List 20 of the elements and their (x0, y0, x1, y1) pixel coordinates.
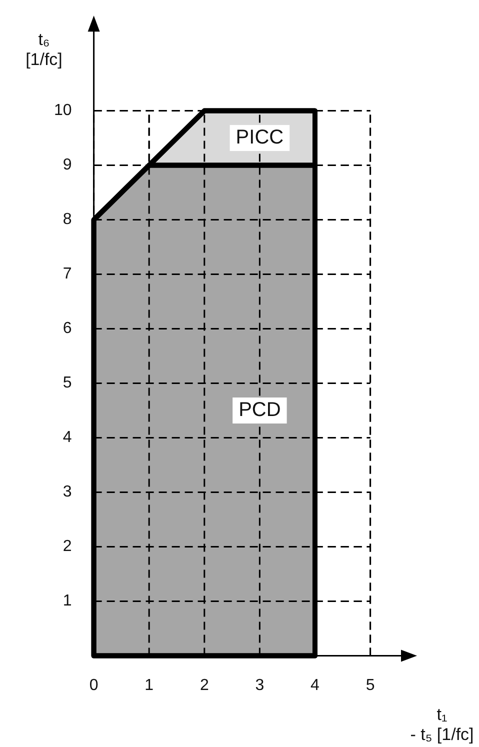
series-label: PCD (238, 399, 281, 422)
y-tick-label: 10 (54, 102, 72, 120)
y-tick-label: 7 (62, 266, 72, 283)
x-tick-label: 2 (200, 676, 209, 694)
y-tick-label: 6 (62, 320, 72, 338)
y-tick-label: 5 (62, 374, 72, 392)
y-tick-label: 3 (62, 484, 72, 501)
x-axis-title: t₁ - t₅ [1/fc] (409, 705, 475, 745)
y-tick-label: 2 (62, 538, 72, 556)
y-tick-label: 8 (62, 211, 72, 228)
x-tick-label: 5 (366, 676, 375, 694)
x-tick-label: 0 (89, 676, 98, 694)
y-axis-title: t₆ [1/fc] (24, 30, 64, 70)
series-label: PICC (236, 126, 284, 149)
y-tick-label: 9 (62, 156, 72, 174)
x-tick-label: 4 (310, 676, 320, 694)
x-tick-label: 3 (255, 676, 264, 694)
y-tick-label: 4 (62, 429, 72, 446)
y-tick-label: 1 (62, 592, 72, 610)
x-tick-label: 1 (144, 676, 154, 694)
